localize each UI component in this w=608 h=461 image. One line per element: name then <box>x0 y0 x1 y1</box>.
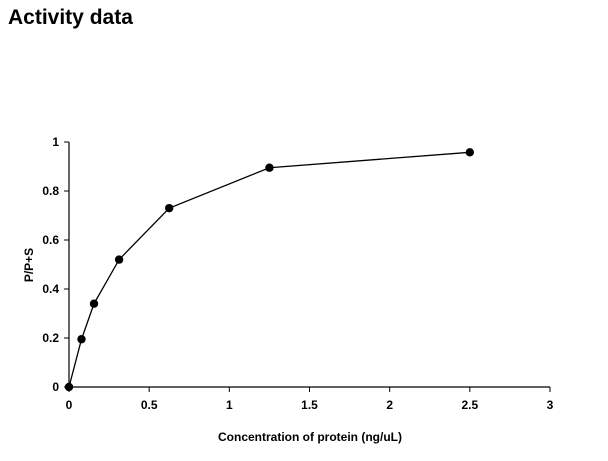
data-point <box>64 382 74 392</box>
series-line <box>68 151 470 388</box>
y-tick-label: 1 <box>52 135 59 149</box>
data-series <box>64 148 475 392</box>
plot-axes <box>68 142 550 388</box>
page-title: Activity data <box>8 6 133 29</box>
data-point <box>465 148 475 157</box>
data-point <box>165 203 174 213</box>
x-tick-label: 1 <box>226 398 233 412</box>
y-tick-label: 0 <box>52 380 59 394</box>
x-tick-label: 2.5 <box>461 398 478 412</box>
x-tick-label: 0 <box>66 398 73 412</box>
y-tick-label: 0.2 <box>42 331 59 345</box>
y-tick-label: 0.6 <box>42 233 59 247</box>
data-point <box>265 163 274 172</box>
data-point <box>89 299 99 308</box>
data-point <box>114 255 124 264</box>
data-point <box>77 335 86 344</box>
y-tick-label: 0.4 <box>42 282 59 296</box>
x-tick-label: 2 <box>386 398 393 412</box>
x-axis-label: Concentration of protein (ng/uL) <box>218 430 402 444</box>
x-tick-label: 3 <box>547 398 554 412</box>
x-tick-label: 1.5 <box>301 398 318 412</box>
y-tick-label: 0.8 <box>42 184 59 198</box>
y-axis-label: P/P+S <box>22 248 36 282</box>
axis-ticks: 0 0.5 1 1.5 2 2.5 3 0 0.2 0.4 0.6 0.8 1 <box>42 135 553 412</box>
x-tick-label: 0.5 <box>141 398 158 412</box>
